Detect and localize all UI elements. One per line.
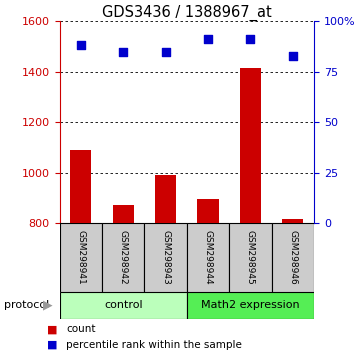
Bar: [113, 205, 134, 223]
Text: GSM298943: GSM298943: [161, 230, 170, 285]
Bar: [144, 223, 187, 292]
Text: GSM298942: GSM298942: [119, 230, 128, 285]
Bar: [102, 223, 144, 292]
Point: [163, 48, 169, 54]
Bar: [187, 223, 229, 292]
Text: ■: ■: [47, 324, 57, 334]
Bar: [272, 223, 314, 292]
Bar: [229, 223, 271, 292]
Text: count: count: [66, 324, 96, 334]
Text: ■: ■: [47, 340, 57, 350]
Bar: [187, 292, 314, 319]
Text: protocol: protocol: [4, 300, 49, 310]
Point: [290, 53, 296, 58]
Bar: [155, 175, 176, 223]
Text: GSM298941: GSM298941: [76, 230, 85, 285]
Text: percentile rank within the sample: percentile rank within the sample: [66, 340, 242, 350]
Point: [248, 36, 253, 42]
Bar: [70, 150, 91, 223]
Title: GDS3436 / 1388967_at: GDS3436 / 1388967_at: [102, 5, 272, 21]
Bar: [282, 219, 304, 223]
Bar: [197, 199, 219, 223]
Text: GSM298944: GSM298944: [204, 230, 213, 285]
Text: GSM298946: GSM298946: [288, 230, 297, 285]
Text: Math2 expression: Math2 expression: [201, 300, 300, 310]
Text: control: control: [104, 300, 143, 310]
Text: GSM298945: GSM298945: [246, 230, 255, 285]
Point: [120, 48, 126, 54]
Bar: [240, 68, 261, 223]
Bar: [60, 292, 187, 319]
Text: ▶: ▶: [43, 299, 52, 312]
Bar: [60, 223, 102, 292]
Point: [205, 36, 211, 42]
Point: [78, 42, 84, 48]
